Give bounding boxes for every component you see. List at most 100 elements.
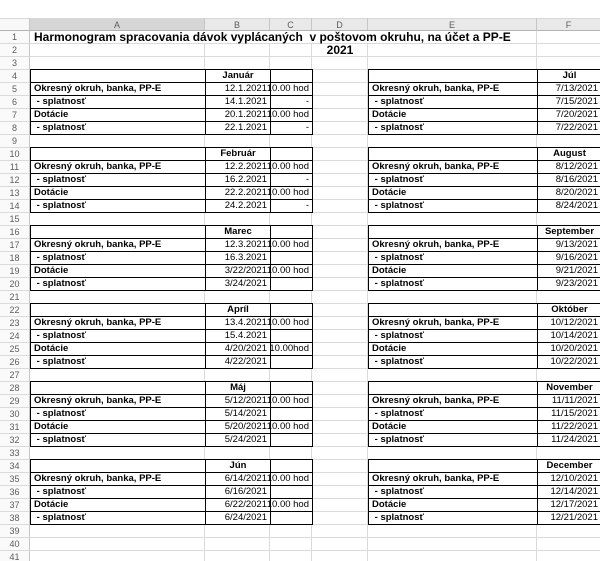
row-header-37[interactable]: 37 [0, 499, 30, 512]
cell-A35-label[interactable]: Okresný okruh, banka, PP-E [31, 473, 206, 486]
cell-F16-month[interactable]: September [538, 226, 600, 239]
cell-A28[interactable] [31, 382, 206, 395]
cell-B7-date[interactable]: 20.1.2021 [206, 109, 271, 122]
cell-E41[interactable] [368, 551, 537, 561]
cell-F23-date[interactable]: 10/12/2021 [538, 317, 600, 330]
cell-F18-date[interactable]: 9/16/2021 [538, 252, 600, 265]
row-header-14[interactable]: 14 [0, 200, 30, 213]
cell-E38-label[interactable]: - splatnosť [369, 512, 538, 525]
cell-F31-date[interactable]: 11/22/2021 [538, 421, 600, 434]
cell-C28[interactable] [271, 382, 313, 395]
row-header-36[interactable]: 36 [0, 486, 30, 499]
cell-D7[interactable] [312, 109, 368, 122]
cell-D20[interactable] [312, 278, 368, 291]
cell-B41[interactable] [205, 551, 270, 561]
cell-D14[interactable] [312, 200, 368, 213]
row-header-34[interactable]: 34 [0, 460, 30, 473]
cell-D16[interactable] [312, 226, 368, 239]
cell-A23-label[interactable]: Okresný okruh, banka, PP-E [31, 317, 206, 330]
cell-D31[interactable] [312, 421, 368, 434]
cell-A6-label[interactable]: - splatnosť [31, 96, 206, 109]
cell-D41[interactable] [312, 551, 368, 561]
cell-E20-label[interactable]: - splatnosť [369, 278, 538, 291]
cell-D13[interactable] [312, 187, 368, 200]
cell-E28[interactable] [369, 382, 538, 395]
cell-A17-label[interactable]: Okresný okruh, banka, PP-E [31, 239, 206, 252]
cell-A31-label[interactable]: Dotácie [31, 421, 206, 434]
row-header-5[interactable]: 5 [0, 83, 30, 96]
cell-A25-label[interactable]: Dotácie [31, 343, 206, 356]
cell-F1[interactable] [537, 31, 600, 44]
cell-E14-label[interactable]: - splatnosť [369, 200, 538, 213]
cell-E34[interactable] [369, 460, 538, 473]
cell-A18-label[interactable]: - splatnosť [31, 252, 206, 265]
row-header-10[interactable]: 10 [0, 148, 30, 161]
cell-A4[interactable] [31, 70, 206, 83]
cell-F28-month[interactable]: November [538, 382, 600, 395]
row-header-2[interactable]: 2 [0, 44, 30, 57]
column-header-D[interactable]: D [312, 18, 368, 31]
cell-A38-label[interactable]: - splatnosť [31, 512, 206, 525]
cell-B8-date[interactable]: 22.1.2021 [206, 122, 271, 135]
cell-A7-label[interactable]: Dotácie [31, 109, 206, 122]
cell-D10[interactable] [312, 148, 368, 161]
cell-F2[interactable] [537, 44, 600, 57]
cell-D36[interactable] [312, 486, 368, 499]
cell-F13-date[interactable]: 8/20/2021 [538, 187, 600, 200]
cell-E7-label[interactable]: Dotácie [369, 109, 538, 122]
cell-A39[interactable] [30, 525, 205, 538]
cell-E18-label[interactable]: - splatnosť [369, 252, 538, 265]
cell-A20-label[interactable]: - splatnosť [31, 278, 206, 291]
cell-B39[interactable] [205, 525, 270, 538]
cell-A24-label[interactable]: - splatnosť [31, 330, 206, 343]
cell-F20-date[interactable]: 9/23/2021 [538, 278, 600, 291]
cell-D19[interactable] [312, 265, 368, 278]
row-header-38[interactable]: 38 [0, 512, 30, 525]
column-header-A[interactable]: A [30, 18, 205, 31]
cell-D34[interactable] [312, 460, 368, 473]
cell-B32-date[interactable]: 5/24/2021 [206, 434, 271, 447]
cell-C14-time[interactable]: - [271, 200, 313, 213]
cell-F6-date[interactable]: 7/15/2021 [538, 96, 600, 109]
cell-A22[interactable] [31, 304, 206, 317]
row-header-30[interactable]: 30 [0, 408, 30, 421]
cell-F29-date[interactable]: 11/11/2021 [538, 395, 600, 408]
cell-A29-label[interactable]: Okresný okruh, banka, PP-E [31, 395, 206, 408]
row-header-13[interactable]: 13 [0, 187, 30, 200]
cell-F12-date[interactable]: 8/16/2021 [538, 174, 600, 187]
cell-B10-month[interactable]: Február [206, 148, 271, 161]
cell-B35-date[interactable]: 6/14/2021 [206, 473, 271, 486]
cell-E40[interactable] [368, 538, 537, 551]
cell-C31-time[interactable]: 10.00 hod [267, 421, 313, 434]
cell-A1-sheet-title[interactable]: Harmonogram spracovania dávok vyplácanýc… [31, 31, 536, 43]
row-header-29[interactable]: 29 [0, 395, 30, 408]
cell-D28[interactable] [312, 382, 368, 395]
cell-B24-date[interactable]: 15.4.2021 [206, 330, 271, 343]
cell-F41[interactable] [537, 551, 600, 561]
row-header-25[interactable]: 25 [0, 343, 30, 356]
cell-B40[interactable] [205, 538, 270, 551]
row-header-32[interactable]: 32 [0, 434, 30, 447]
cell-E22[interactable] [369, 304, 538, 317]
cell-A12-label[interactable]: - splatnosť [31, 174, 206, 187]
cell-E16[interactable] [369, 226, 538, 239]
cell-D18[interactable] [312, 252, 368, 265]
row-header-40[interactable]: 40 [0, 538, 30, 551]
cell-C4[interactable] [271, 70, 313, 83]
cell-B6-date[interactable]: 14.1.2021 [206, 96, 271, 109]
cell-B38-date[interactable]: 6/24/2021 [206, 512, 271, 525]
cell-B11-date[interactable]: 12.2.2021 [206, 161, 271, 174]
cell-D26[interactable] [312, 356, 368, 369]
cell-E2[interactable] [368, 44, 537, 57]
cell-E13-label[interactable]: Dotácie [369, 187, 538, 200]
column-header-E[interactable]: E [368, 18, 537, 31]
cell-A30-label[interactable]: - splatnosť [31, 408, 206, 421]
row-header-21[interactable]: 21 [0, 291, 30, 304]
cell-D38[interactable] [312, 512, 368, 525]
row-header-18[interactable]: 18 [0, 252, 30, 265]
cell-D21[interactable] [312, 291, 368, 304]
row-header-24[interactable]: 24 [0, 330, 30, 343]
cell-F14-date[interactable]: 8/24/2021 [538, 200, 600, 213]
cell-C40[interactable] [270, 538, 312, 551]
cell-F24-date[interactable]: 10/14/2021 [538, 330, 600, 343]
